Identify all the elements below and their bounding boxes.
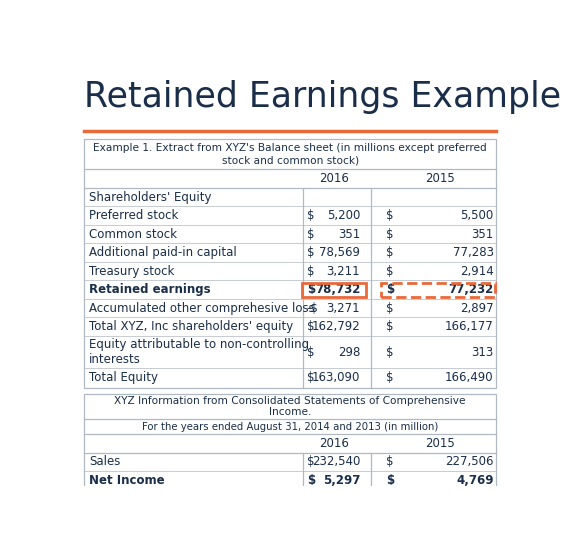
Text: 162,792: 162,792 xyxy=(311,320,361,333)
Text: 5,500: 5,500 xyxy=(460,209,494,222)
Text: Common stock: Common stock xyxy=(89,228,177,241)
Text: 3,271: 3,271 xyxy=(327,301,361,314)
Text: $: $ xyxy=(385,283,394,296)
Text: $: $ xyxy=(307,283,315,296)
Text: For the years ended August 31, 2014 and 2013 (in million): For the years ended August 31, 2014 and … xyxy=(142,422,438,432)
Text: $: $ xyxy=(307,346,314,359)
Text: 351: 351 xyxy=(338,228,361,241)
Text: $: $ xyxy=(385,209,393,222)
Text: $: $ xyxy=(307,455,314,468)
Text: 2016: 2016 xyxy=(319,172,349,185)
Text: 298: 298 xyxy=(338,346,361,359)
Text: $: $ xyxy=(385,371,393,384)
Text: 2016: 2016 xyxy=(319,437,349,450)
Text: Additional paid-in capital: Additional paid-in capital xyxy=(89,246,237,259)
Text: $: $ xyxy=(307,474,315,487)
Text: $: $ xyxy=(385,301,393,314)
Text: -$: -$ xyxy=(307,301,319,314)
Text: 2015: 2015 xyxy=(426,437,455,450)
Text: Treasury stock: Treasury stock xyxy=(89,265,174,277)
Text: 227,506: 227,506 xyxy=(445,455,494,468)
Text: Net Income: Net Income xyxy=(89,474,165,487)
Text: $: $ xyxy=(307,209,314,222)
Text: 5,200: 5,200 xyxy=(327,209,361,222)
Text: 163,090: 163,090 xyxy=(312,371,361,384)
Text: $: $ xyxy=(385,474,394,487)
Text: 78,732: 78,732 xyxy=(315,283,361,296)
Text: XYZ Information from Consolidated Statements of Comprehensive
Income.: XYZ Information from Consolidated Statem… xyxy=(114,396,466,417)
Text: 2015: 2015 xyxy=(426,172,455,185)
Text: $: $ xyxy=(385,265,393,277)
Text: $: $ xyxy=(385,455,393,468)
Text: 5,297: 5,297 xyxy=(323,474,361,487)
Text: $: $ xyxy=(307,371,314,384)
Text: Total XYZ, Inc shareholders' equity: Total XYZ, Inc shareholders' equity xyxy=(89,320,293,333)
Text: 166,490: 166,490 xyxy=(445,371,494,384)
Text: 351: 351 xyxy=(471,228,494,241)
Text: 2,914: 2,914 xyxy=(460,265,494,277)
Text: Accumulated other comprehesive loss: Accumulated other comprehesive loss xyxy=(89,301,315,314)
Text: 77,283: 77,283 xyxy=(453,246,494,259)
Bar xyxy=(84,394,496,491)
Text: $: $ xyxy=(307,246,314,259)
Text: $: $ xyxy=(385,246,393,259)
Text: $: $ xyxy=(307,320,314,333)
Text: 166,177: 166,177 xyxy=(445,320,494,333)
Text: Retained earnings: Retained earnings xyxy=(89,283,211,296)
Text: Example 1. Extract from XYZ's Balance sheet (in millions except preferred
stock : Example 1. Extract from XYZ's Balance sh… xyxy=(93,144,487,165)
Text: Equity attributable to non-controlling
interests: Equity attributable to non-controlling i… xyxy=(89,338,309,366)
Text: Shareholders' Equity: Shareholders' Equity xyxy=(89,191,212,204)
Text: $: $ xyxy=(307,265,314,277)
Text: $: $ xyxy=(307,228,314,241)
Text: $: $ xyxy=(385,320,393,333)
Text: 3,211: 3,211 xyxy=(327,265,361,277)
Text: 4,769: 4,769 xyxy=(456,474,494,487)
Text: $: $ xyxy=(385,346,393,359)
Bar xyxy=(381,283,495,296)
Text: 78,569: 78,569 xyxy=(319,246,361,259)
Bar xyxy=(302,283,366,296)
Text: Preferred stock: Preferred stock xyxy=(89,209,178,222)
Text: 232,540: 232,540 xyxy=(312,455,361,468)
Bar xyxy=(84,139,496,388)
Text: Sales: Sales xyxy=(89,455,121,468)
Text: 313: 313 xyxy=(471,346,494,359)
Text: Total Equity: Total Equity xyxy=(89,371,158,384)
Text: 77,232: 77,232 xyxy=(448,283,494,296)
Text: Retained Earnings Example: Retained Earnings Example xyxy=(84,80,561,114)
Text: $: $ xyxy=(385,228,393,241)
Text: 2,897: 2,897 xyxy=(460,301,494,314)
